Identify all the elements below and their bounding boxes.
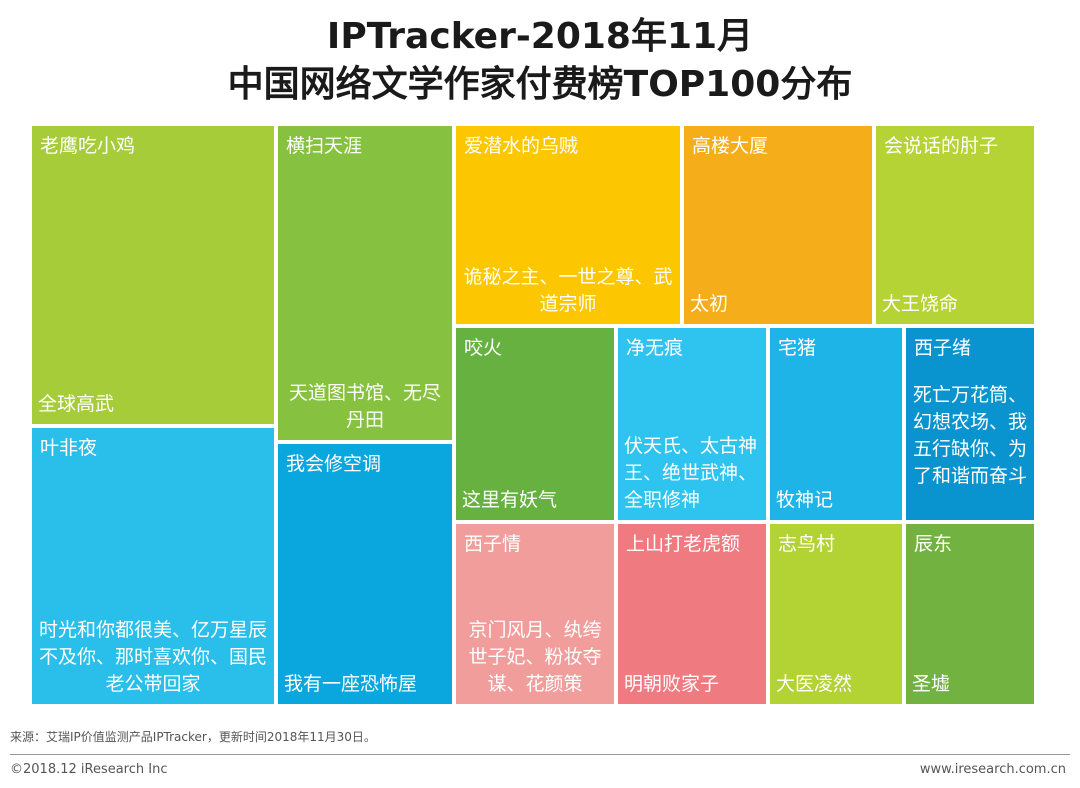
tile-author: 上山打老虎额 — [626, 533, 741, 555]
tile-works: 明朝败家子 — [624, 673, 720, 695]
tile-works: 这里有妖气 — [462, 489, 558, 511]
tile-gaolou: 高楼大厦 太初 — [682, 124, 874, 326]
tile-xiukongtiao: 我会修空调 我有一座恐怖屋 — [276, 442, 454, 706]
tile-laohu: 上山打老虎额 明朝败家子 — [616, 522, 768, 706]
tile-works: 京门风月、纨绔世子妃、粉妆夺谋、花颜策 — [468, 619, 602, 695]
tile-works: 太初 — [690, 293, 729, 315]
tile-laoying: 老鹰吃小鸡 全球高武 — [30, 124, 276, 426]
tile-zhouzi: 会说话的肘子 大王饶命 — [874, 124, 1036, 326]
tile-author: 高楼大厦 — [692, 135, 769, 157]
tile-works: 大医凌然 — [776, 673, 853, 695]
tile-works: 牧神记 — [776, 489, 834, 511]
tile-chendong: 辰东 圣墟 — [904, 522, 1036, 706]
website: www.iresearch.com.cn — [919, 762, 1066, 777]
chart-subtitle: 中国网络文学作家付费榜TOP100分布 — [227, 64, 853, 105]
tile-zhaizhu: 宅猪 牧神记 — [768, 326, 904, 522]
chart-title: IPTracker-2018年11月 — [326, 16, 754, 57]
tile-works: 全球高武 — [38, 393, 115, 415]
tile-author: 宅猪 — [778, 337, 817, 359]
tile-author: 西子情 — [464, 533, 522, 555]
tile-zhiniaocun: 志鸟村 大医凌然 — [768, 522, 904, 706]
tile-works: 时光和你都很美、亿万星辰不及你、那时喜欢你、国民老公带回家 — [38, 619, 267, 695]
tile-author: 叶非夜 — [40, 437, 98, 459]
tile-wuzei: 爱潜水的乌贼 诡秘之主、一世之尊、武道宗师 — [454, 124, 682, 326]
source-note: 来源：艾瑞IP价值监测产品IPTracker，更新时间2018年11月30日。 — [10, 730, 376, 744]
tile-author: 咬火 — [464, 337, 503, 359]
tile-author: 会说话的肘子 — [884, 135, 999, 157]
copyright: ©2018.12 iResearch Inc — [10, 762, 168, 777]
tile-jingwuhen: 净无痕 伏天氏、太古神王、绝世武神、全职修神 — [616, 326, 768, 522]
tile-xizixu: 西子绪 死亡万花筒、幻想农场、我五行缺你、为了和谐而奋斗 — [904, 326, 1036, 522]
tile-works: 我有一座恐怖屋 — [284, 673, 418, 695]
tile-yefeiye: 叶非夜 时光和你都很美、亿万星辰不及你、那时喜欢你、国民老公带回家 — [30, 426, 276, 706]
tile-author: 我会修空调 — [286, 453, 382, 475]
tile-author: 老鹰吃小鸡 — [40, 135, 136, 157]
tile-author: 志鸟村 — [778, 533, 836, 555]
tile-author: 西子绪 — [914, 337, 972, 359]
tile-author: 辰东 — [914, 533, 953, 555]
tile-works: 大王饶命 — [882, 293, 959, 315]
tile-works: 伏天氏、太古神王、绝世武神、全职修神 — [624, 435, 758, 511]
tile-author: 爱潜水的乌贼 — [464, 135, 579, 157]
tile-hengsao: 横扫天涯 天道图书馆、无尽丹田 — [276, 124, 454, 442]
tile-works: 诡秘之主、一世之尊、武道宗师 — [463, 266, 673, 315]
tile-works: 死亡万花筒、幻想农场、我五行缺你、为了和谐而奋斗 — [912, 384, 1027, 487]
treemap: 老鹰吃小鸡 全球高武 叶非夜 时光和你都很美、亿万星辰不及你、那时喜欢你、国民老… — [30, 124, 1036, 706]
tile-yaohuo: 咬火 这里有妖气 — [454, 326, 616, 522]
footer-divider — [10, 754, 1070, 755]
tile-xiziqing: 西子情 京门风月、纨绔世子妃、粉妆夺谋、花颜策 — [454, 522, 616, 706]
tile-works: 圣墟 — [912, 673, 951, 695]
tile-works: 天道图书馆、无尽丹田 — [288, 382, 441, 431]
tile-author: 净无痕 — [626, 337, 684, 359]
tile-author: 横扫天涯 — [286, 135, 363, 157]
